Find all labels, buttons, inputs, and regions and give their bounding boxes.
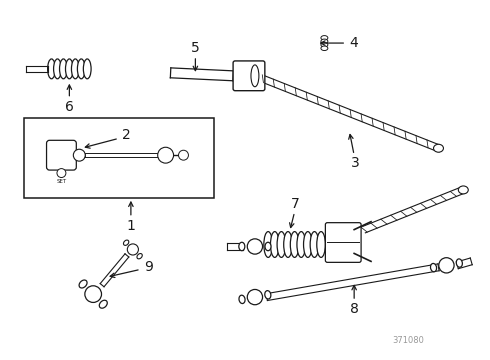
Polygon shape: [456, 258, 472, 269]
Ellipse shape: [321, 39, 328, 44]
Ellipse shape: [303, 231, 312, 257]
Ellipse shape: [48, 59, 55, 79]
Text: 8: 8: [350, 302, 359, 316]
Text: 7: 7: [291, 197, 300, 211]
Ellipse shape: [83, 59, 91, 79]
Ellipse shape: [297, 231, 306, 257]
Ellipse shape: [239, 295, 245, 303]
Circle shape: [158, 147, 173, 163]
Ellipse shape: [456, 259, 463, 267]
Ellipse shape: [270, 231, 279, 257]
Ellipse shape: [310, 231, 319, 257]
Ellipse shape: [79, 280, 87, 288]
FancyBboxPatch shape: [24, 118, 214, 198]
Circle shape: [57, 168, 66, 177]
Circle shape: [247, 289, 263, 305]
Ellipse shape: [321, 42, 328, 47]
Ellipse shape: [72, 59, 79, 79]
Text: 5: 5: [191, 41, 200, 55]
FancyBboxPatch shape: [325, 223, 361, 262]
FancyBboxPatch shape: [47, 140, 76, 170]
Ellipse shape: [77, 59, 85, 79]
Circle shape: [439, 258, 454, 273]
Ellipse shape: [239, 242, 245, 251]
Ellipse shape: [321, 36, 328, 40]
Ellipse shape: [317, 231, 325, 257]
Ellipse shape: [290, 231, 299, 257]
Ellipse shape: [284, 231, 293, 257]
Ellipse shape: [137, 253, 142, 259]
Text: 1: 1: [126, 219, 135, 233]
Ellipse shape: [53, 59, 61, 79]
Ellipse shape: [66, 59, 73, 79]
Ellipse shape: [123, 240, 129, 246]
Polygon shape: [262, 76, 440, 152]
Ellipse shape: [321, 46, 328, 50]
Circle shape: [85, 286, 101, 302]
FancyBboxPatch shape: [233, 61, 265, 91]
Ellipse shape: [265, 242, 271, 251]
Ellipse shape: [431, 264, 437, 272]
Polygon shape: [266, 264, 439, 301]
Ellipse shape: [277, 231, 286, 257]
Polygon shape: [227, 243, 243, 250]
Ellipse shape: [60, 59, 67, 79]
Text: 6: 6: [65, 100, 74, 113]
Text: 9: 9: [145, 260, 153, 274]
Circle shape: [127, 244, 139, 255]
Ellipse shape: [458, 186, 468, 194]
Ellipse shape: [434, 144, 443, 152]
Text: SET: SET: [56, 179, 67, 184]
Text: 2: 2: [122, 129, 130, 142]
Polygon shape: [100, 254, 129, 287]
Circle shape: [247, 239, 263, 254]
Circle shape: [74, 149, 85, 161]
Text: 371080: 371080: [393, 336, 425, 345]
Circle shape: [178, 150, 189, 160]
Ellipse shape: [265, 291, 271, 299]
Ellipse shape: [99, 300, 107, 308]
Polygon shape: [171, 68, 233, 81]
Ellipse shape: [251, 65, 259, 87]
Polygon shape: [25, 66, 48, 72]
Text: 3: 3: [351, 156, 360, 170]
Polygon shape: [363, 187, 465, 233]
Ellipse shape: [264, 231, 272, 257]
Polygon shape: [85, 153, 159, 157]
Text: 4: 4: [350, 36, 359, 50]
